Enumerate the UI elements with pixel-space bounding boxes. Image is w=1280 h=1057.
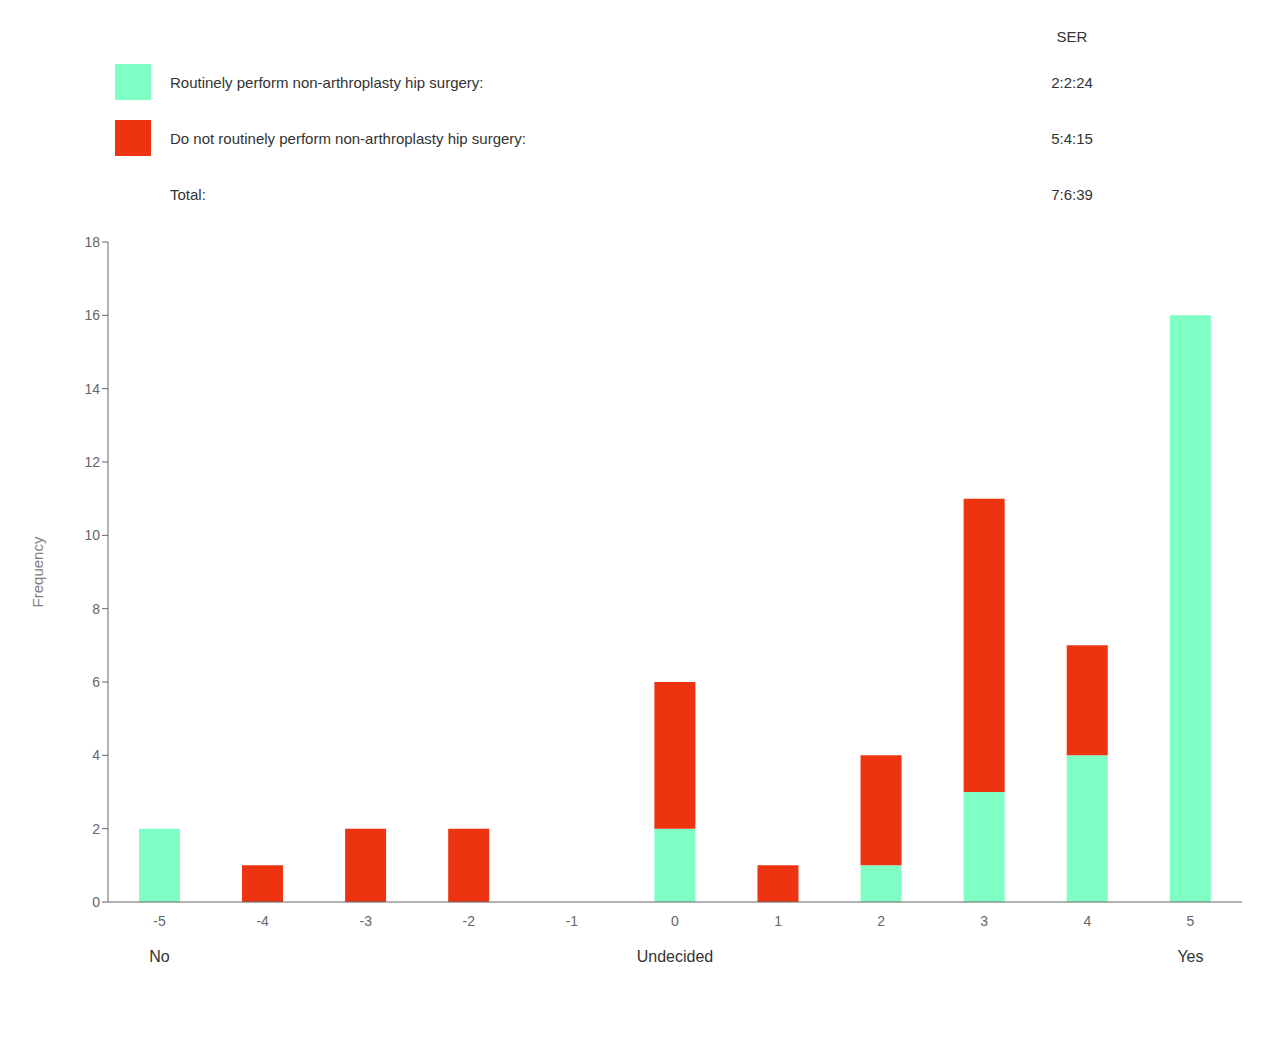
svg-text:-2: -2 [463, 913, 476, 929]
svg-text:Undecided: Undecided [637, 948, 714, 965]
svg-text:Yes: Yes [1177, 948, 1203, 965]
svg-text:12: 12 [84, 454, 100, 470]
svg-text:18: 18 [84, 234, 100, 250]
svg-text:5: 5 [1187, 913, 1195, 929]
svg-text:8: 8 [92, 601, 100, 617]
html-text:7:6:39: 7:6:39 [1051, 185, 1093, 203]
svg-text:0: 0 [92, 894, 100, 910]
svg-text:-4: -4 [256, 913, 269, 929]
html-text:5:4:15: 5:4:15 [1051, 129, 1093, 147]
svg-text:2: 2 [877, 913, 885, 929]
svg-text:Frequency: Frequency [29, 536, 46, 607]
svg-text:4: 4 [1083, 913, 1091, 929]
svg-text:4: 4 [92, 747, 100, 763]
svg-text:3: 3 [980, 913, 988, 929]
html-text:Routinely perform non-arthropl: Routinely perform non-arthroplasty hip s… [170, 73, 484, 91]
svg-text:1: 1 [774, 913, 782, 929]
html-text:Total:: Total: [170, 185, 206, 203]
svg-text:No: No [149, 948, 170, 965]
svg-text:6: 6 [92, 674, 100, 690]
html-text:2:2:24: 2:2:24 [1051, 73, 1093, 91]
svg-text:2: 2 [92, 821, 100, 837]
svg-text:-3: -3 [360, 913, 373, 929]
svg-text:14: 14 [84, 381, 100, 397]
html-text:Do not routinely perform non-a: Do not routinely perform non-arthroplast… [170, 129, 526, 147]
svg-text:0: 0 [671, 913, 679, 929]
svg-text:-1: -1 [566, 913, 579, 929]
html-text:SER: SER [1056, 27, 1088, 45]
svg-text:10: 10 [84, 527, 100, 543]
svg-text:-5: -5 [153, 913, 166, 929]
svg-text:16: 16 [84, 307, 100, 323]
